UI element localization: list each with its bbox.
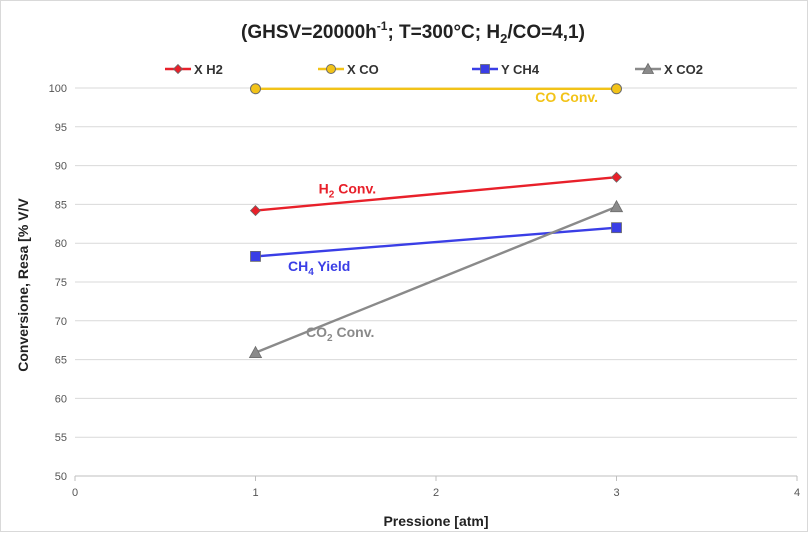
legend-label: X CO2 [664,62,703,77]
x-axis-label: Pressione [atm] [383,513,488,529]
legend: X H2 X CO Y CH4 X CO2 [165,62,703,77]
annotations: CO Conv. H2 Conv. CH4 Yield CO2 Conv. [288,89,598,344]
legend-item: X CO2 [635,62,703,77]
y-tick-label: 70 [55,316,67,328]
data-point [610,171,623,183]
series-x-co2 [248,199,624,359]
legend-label: X H2 [194,62,223,77]
x-tick-label: 1 [252,487,258,499]
series-line [255,176,617,212]
data-point [248,345,263,359]
y-axis-label: Conversione, Resa [% V/V [15,198,31,372]
legend-label: X CO [347,62,379,77]
y-tick-label: 75 [55,277,67,289]
x-tick-label: 0 [72,487,78,499]
y-tick-label: 85 [55,199,67,211]
data-point [641,62,655,74]
series-y-ch4 [250,222,622,262]
y-tick-label: 80 [55,238,67,250]
y-tick-label: 60 [55,393,67,405]
series-line [255,226,617,258]
x-tick-label: 3 [613,487,619,499]
y-tick-label: 100 [49,83,67,95]
data-point [480,64,490,74]
data-point [249,205,262,217]
series [248,83,624,359]
y-tick-label: 95 [55,122,67,134]
x-tick-label: 2 [433,487,439,499]
chart-title: (GHSV=20000h-1; T=300°C; H2/CO=4,1) [241,19,585,46]
axes: 50 55 60 65 70 75 80 85 90 95 100 0 1 2 3 4 [49,83,800,499]
y-tick-label: 65 [55,355,67,367]
series-x-h2 [249,171,623,217]
y-tick-label: 55 [55,432,67,444]
y-tick-label: 50 [55,471,67,483]
annotation-label: CO2 Conv. [306,324,374,344]
data-point [250,250,261,262]
legend-item: X CO [318,62,379,77]
legend-item: X H2 [165,62,223,77]
series-x-co [250,83,622,95]
data-point [611,222,622,234]
data-point [172,63,184,75]
legend-label: Y CH4 [501,62,540,77]
series-line [255,205,617,354]
x-tick-label: 4 [794,487,800,499]
legend-item: Y CH4 [472,62,540,77]
annotation-label: CH4 Yield [288,258,350,278]
y-tick-label: 90 [55,161,67,173]
data-point [326,64,336,74]
data-point [609,199,624,213]
annotation-label: H2 Conv. [319,181,376,201]
data-point [611,83,622,95]
data-point [250,83,261,95]
annotation-label: CO Conv. [535,89,598,105]
